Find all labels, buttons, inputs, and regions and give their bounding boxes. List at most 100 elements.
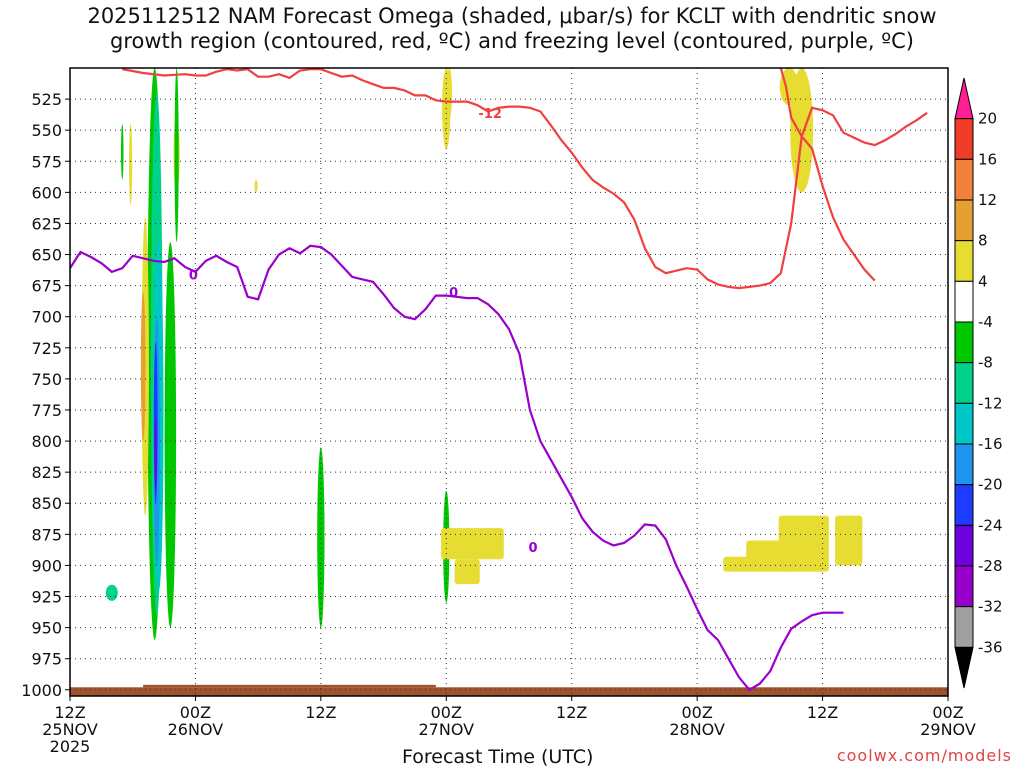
y-tick-label-900: 900 [31,556,62,575]
omega-patch-7 [254,179,258,193]
colorbar-bin-6 [954,321,974,364]
chart-title-line1: 2025112512 NAM Forecast Omega (shaded, μ… [87,4,937,28]
y-tick-label-525: 525 [31,90,62,109]
y-tick-label-850: 850 [31,494,62,513]
colorbar-bin-8 [954,402,974,445]
colorbar-arrow-bottom [954,646,974,689]
chart-title-line2: growth region (contoured, red, ºC) and f… [110,29,914,53]
y-tick-label-675: 675 [31,277,62,296]
y-tick-label-575: 575 [31,152,62,171]
x-tick-label-12-1: 00Z [180,703,211,722]
colorbar-bin-10 [954,484,974,526]
colorbar-label-1: 16 [978,150,997,168]
y-tick-label-550: 550 [31,121,62,140]
y-tick-label-600: 600 [31,183,62,202]
colorbar-label-2: 12 [978,191,997,209]
colorbar-label-4: 4 [978,272,988,290]
terrain-bump [143,684,436,688]
y-tick-label-750: 750 [31,370,62,389]
y-tick-label-950: 950 [31,619,62,638]
colorbar-label-7: -12 [978,394,1003,412]
colorbar-bin-4 [954,240,974,282]
credit-text: coolwx.com/models [836,746,1012,765]
plot-frame [69,67,949,697]
x-tick-label-60-1: 00Z [681,703,712,722]
colorbar-label-6: -8 [978,354,993,372]
omega-patch-9 [140,291,146,442]
colorbar-bin-13 [954,606,974,648]
omega-patch-6 [164,242,177,628]
contour-label-1: 0 [189,269,198,284]
colorbar-bin-11 [954,524,974,567]
colorbar-bin-2 [954,158,974,201]
colorbar-label-10: -24 [978,516,1003,534]
y-tick-label-650: 650 [31,246,62,265]
colorbar-arrow-top [954,77,974,120]
omega-patch-11 [174,68,179,243]
colorbar-bin-3 [954,199,974,242]
omega-patch-17 [446,68,453,118]
colorbar-bin-9 [954,443,974,486]
terrain-fill [70,684,948,696]
y-tick-label-925: 925 [31,588,62,607]
omega-low-patch-2 [723,556,751,572]
contour-label-3: 0 [529,541,538,556]
omega-low-patch-5 [835,515,863,566]
y-tick-label-775: 775 [31,401,62,420]
chart-title: 2025112512 NAM Forecast Omega (shaded, μ… [0,4,1024,54]
colorbar-label-9: -20 [978,476,1003,494]
omega-low-patch-4 [778,515,829,572]
colorbar-bin-12 [954,565,974,608]
y-axis: 525 550 575 600 625 650 675 700 725 750 775 800 825 8… [21,90,70,700]
colorbar-bin-5 [954,280,974,323]
x-tick-label-72-1: 12Z [807,703,838,722]
contour-lines [70,68,928,692]
snow-growth-contour-main [122,68,928,290]
y-tick-label-1000: 1000 [21,681,62,700]
colorbar-label-12: -32 [978,598,1003,616]
omega-low-patch-0 [441,528,504,560]
colorbar-bin-1 [954,118,974,160]
colorbar-label-5: -4 [978,313,993,331]
contour-labels: -12 0 0 0 [189,107,538,556]
omega-small-patch [105,584,118,601]
x-tick-label-84-2: 29NOV [920,720,976,739]
contour-label-2: 0 [449,286,458,301]
y-tick-label-975: 975 [31,650,62,669]
omega-low-patch-1 [454,559,480,585]
x-tick-label-0-2: 25NOV [42,720,98,739]
colorbar-label-3: 8 [978,232,988,250]
colorbar-label-8: -16 [978,435,1003,453]
terrain-rect [70,687,948,696]
x-tick-label-84-1: 00Z [932,703,963,722]
x-tick-label-48-1: 12Z [556,703,587,722]
colorbar-label-13: -36 [978,638,1003,656]
contour-label-0: -12 [478,107,502,122]
omega-patch-12 [317,447,325,628]
omega-patch-14 [121,123,124,180]
y-tick-label-725: 725 [31,339,62,358]
colorbar: 20 16 12 8 4 -4 -8 -12 -16 -20 -24 -28 -32 -36 [954,77,1003,689]
colorbar-bin-7 [954,362,974,404]
x-axis-label: Forecast Time (UTC) [402,746,594,768]
freezing-level-contour [70,244,844,692]
y-tick-label-700: 700 [31,308,62,327]
y-tick-label-875: 875 [31,525,62,544]
colorbar-label-0: 20 [978,110,997,128]
y-tick-label-825: 825 [31,463,62,482]
y-tick-label-625: 625 [31,214,62,233]
x-tick-label-24-1: 12Z [305,703,336,722]
omega-patch-5 [154,416,157,491]
colorbar-label-11: -28 [978,557,1003,575]
x-tick-label-0-1: 12Z [54,703,85,722]
x-tick-label-36-2: 27NOV [418,720,474,739]
x-tick-label-60-2: 28NOV [669,720,725,739]
omega-patch-15 [129,123,133,205]
snow-growth-contour-lower [779,68,876,282]
x-tick-label-0-3: 2025 [50,737,91,756]
x-tick-label-12-2: 26NOV [168,720,224,739]
x-tick-label-36-1: 00Z [431,703,462,722]
y-tick-label-800: 800 [31,432,62,451]
